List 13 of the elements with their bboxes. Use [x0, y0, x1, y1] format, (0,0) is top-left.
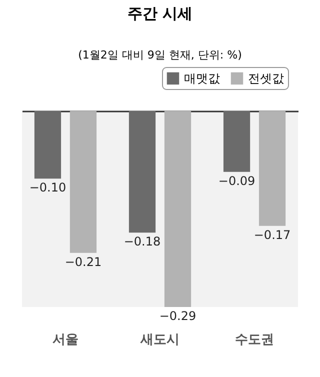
data-label: −0.29 [159, 309, 196, 323]
chart-subtitle: (1월2일 대비 9일 현재, 단위: %) [78, 48, 242, 62]
data-label: −0.09 [218, 174, 256, 188]
x-tick-label: 수도권 [235, 332, 274, 348]
chart-title: 주간 시세 [127, 4, 193, 22]
data-label: −0.10 [29, 180, 66, 195]
legend-label: 전셋값 [248, 71, 284, 86]
x-tick-label: 서울 [52, 332, 78, 348]
legend-label: 매맷값 [184, 71, 220, 86]
data-label: −0.21 [64, 254, 102, 269]
x-tick-label: 새도시 [140, 332, 180, 348]
data-label: −0.18 [124, 234, 161, 249]
data-label: −0.17 [254, 228, 291, 242]
